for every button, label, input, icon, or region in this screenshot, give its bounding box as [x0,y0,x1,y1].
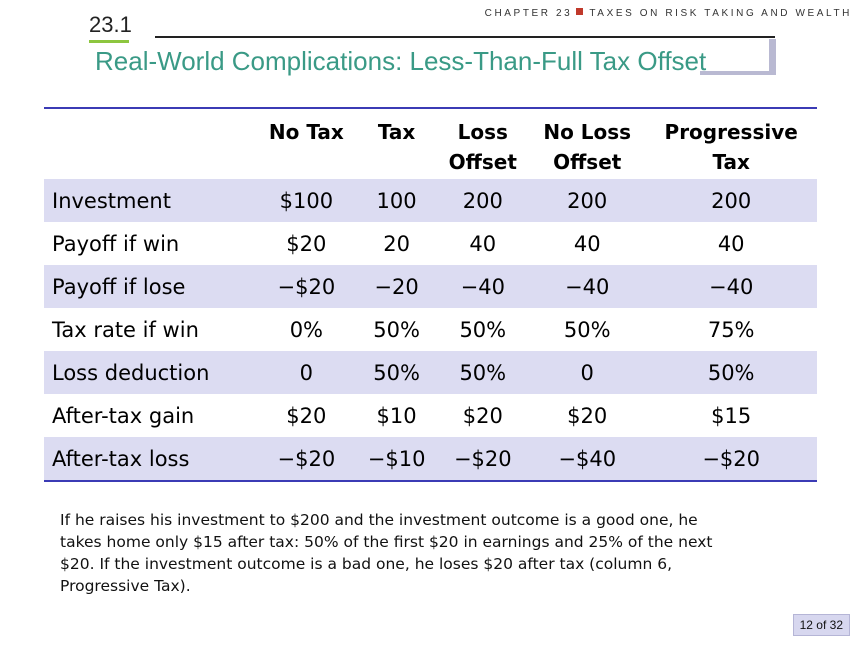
title-accent-bottom [700,71,776,75]
table-cell: 50% [645,351,817,394]
table-cell: 40 [717,231,745,256]
table-row: Tax rate if win 0% 50% 50% 50% 75% [44,308,817,351]
row-label: Loss deduction [44,351,256,394]
row-label: Investment [44,179,256,222]
table-cell: −40 [529,265,646,308]
section-underline [89,40,129,43]
table-cell: −40 [645,265,817,308]
table-cell: −$20 [436,437,530,481]
table-cell: $20 [462,403,503,428]
table-cell: 40 [573,231,601,256]
column-header [44,108,256,179]
table-cell: 50% [356,351,437,394]
row-label: Payoff if lose [44,265,256,308]
table-cell: $20 [567,403,608,428]
table-cell: 100 [356,179,437,222]
title-rule [155,36,775,38]
table-cell: $20 [286,403,327,428]
table-row: Investment $100 100 200 200 200 [44,179,817,222]
table-cell: $15 [711,403,752,428]
table-cell: 50% [459,317,507,342]
row-label: After-tax loss [44,437,256,481]
table-cell: −$40 [529,437,646,481]
table-cell: −$20 [256,265,357,308]
column-header: Progressive Tax [664,120,798,174]
explanatory-note: If he raises his investment to $200 and … [60,511,713,595]
title-accent [769,39,776,75]
chapter-title: TAXES ON RISK TAKING AND WEALTH [589,8,852,19]
chapter-label: CHAPTER 23 [484,8,573,19]
table-cell: 0 [256,351,357,394]
table-cell: 0 [529,351,646,394]
table-cell: −40 [436,265,530,308]
table-cell: $20 [286,231,327,256]
tax-offset-table: No Tax Tax Loss Offset No Loss Offset Prog… [44,107,817,482]
column-header: No Tax [268,120,344,144]
table-row: After-tax loss −$20 −$10 −$20 −$40 −$20 [44,437,817,481]
row-label: Payoff if win [52,231,180,256]
table-cell: 200 [436,179,530,222]
table-row: Payoff if win $20 20 40 40 40 [44,222,817,265]
table-cell: −20 [356,265,437,308]
table-cell: 50% [436,351,530,394]
table-cell: 50% [563,317,611,342]
row-label: Tax rate if win [52,317,199,342]
table-header-row: No Tax Tax Loss Offset No Loss Offset Prog… [44,108,817,179]
table-cell: $100 [256,179,357,222]
table-cell: −$20 [256,437,357,481]
column-header: Tax [377,120,416,144]
slide-title: Real-World Complications: Less-Than-Full… [95,46,707,76]
page-number: 12 of 32 [792,614,850,636]
chapter-header: CHAPTER 23 TAXES ON RISK TAKING AND WEALT… [485,8,852,19]
column-header: No Loss Offset [543,120,632,174]
table-cell: 200 [645,179,817,222]
column-header: Loss Offset [448,120,517,174]
table-cell: 75% [707,317,755,342]
table-cell: −$10 [356,437,437,481]
section-number: 23.1 [89,12,132,37]
table-cell: 200 [529,179,646,222]
table-row: Payoff if lose −$20 −20 −40 −40 −40 [44,265,817,308]
chapter-square-icon [576,8,584,15]
table-cell: $10 [376,403,417,428]
table-cell: −$20 [645,437,817,481]
table-row: After-tax gain $20 $10 $20 $20 $15 [44,394,817,437]
row-label: After-tax gain [52,403,195,428]
table-cell: 0% [289,317,324,342]
table-cell: 20 [383,231,410,256]
table-cell: 40 [469,231,497,256]
table-cell: 50% [373,317,420,342]
table-row: Loss deduction 0 50% 50% 0 50% [44,351,817,394]
